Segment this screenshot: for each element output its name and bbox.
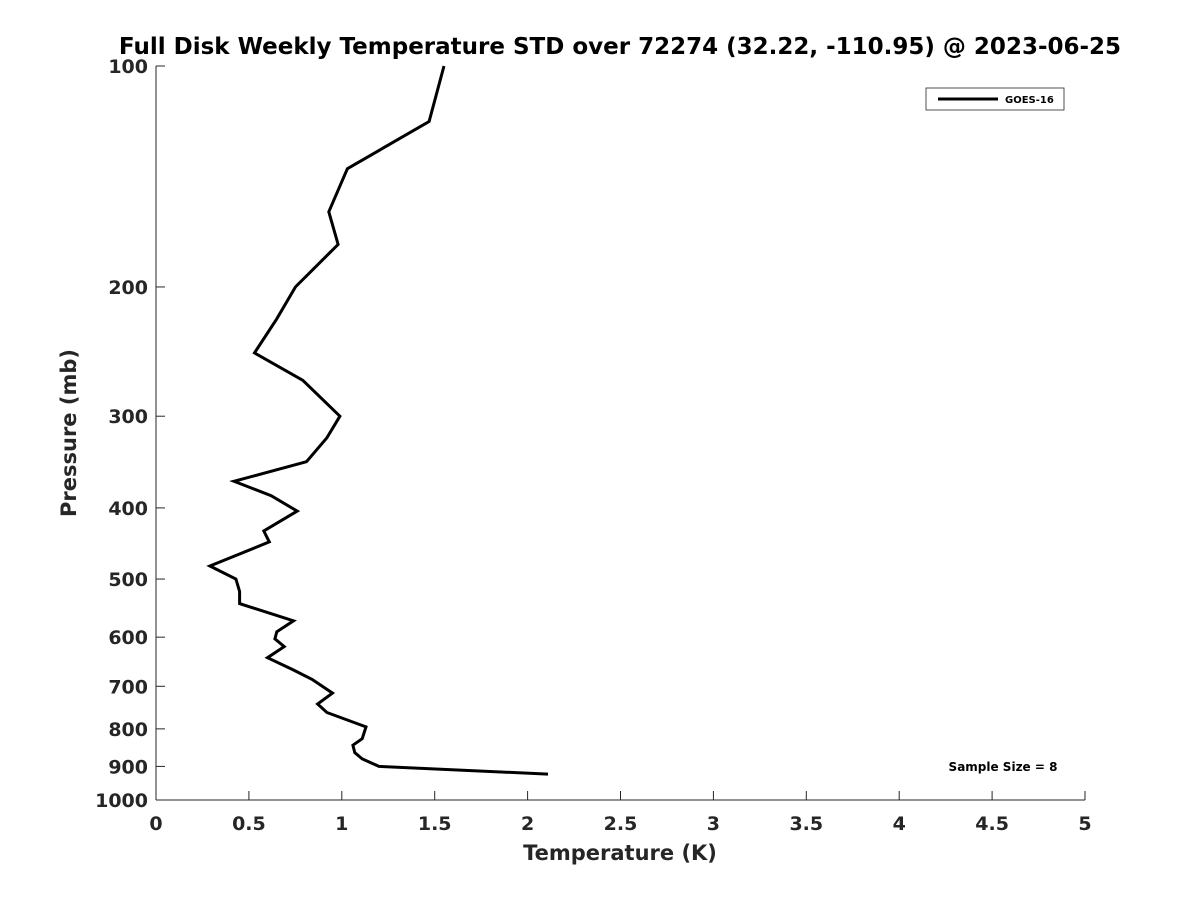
x-tick-label: 5	[1078, 813, 1091, 835]
y-tick-label: 1000	[95, 790, 148, 812]
y-axis-title: Pressure (mb)	[57, 349, 81, 517]
x-axis-title: Temperature (K)	[523, 841, 717, 865]
y-axis-ticks: 100 200 300 400 500 600 700 800 900 1000	[95, 56, 165, 812]
x-tick-label: 0	[149, 813, 162, 835]
y-tick-label: 200	[108, 277, 148, 299]
x-tick-label: 2	[521, 813, 534, 835]
sample-size-annotation: Sample Size = 8	[949, 760, 1058, 774]
x-tick-label: 4.5	[975, 813, 1009, 835]
legend-label-goes-16: GOES-16	[1005, 95, 1054, 106]
x-tick-label: 3	[707, 813, 720, 835]
legend: GOES-16	[925, 87, 1065, 111]
y-tick-label: 800	[108, 719, 148, 741]
y-tick-label: 100	[108, 56, 148, 78]
y-tick-label: 300	[108, 406, 148, 428]
chart-title: Full Disk Weekly Temperature STD over 72…	[119, 34, 1121, 60]
series-layer	[206, 65, 549, 776]
y-tick-label: 600	[108, 627, 148, 649]
x-tick-label: 1.5	[418, 813, 452, 835]
x-axis-ticks: 0 0.5 1 1.5 2 2.5 3 3.5 4 4.5 5	[149, 791, 1092, 835]
x-tick-label: 0.5	[232, 813, 266, 835]
x-tick-label: 4	[893, 813, 906, 835]
x-tick-label: 2.5	[604, 813, 638, 835]
y-tick-label: 400	[108, 498, 148, 520]
y-tick-label: 700	[108, 676, 148, 698]
x-tick-label: 3.5	[789, 813, 823, 835]
y-tick-label: 900	[108, 756, 148, 778]
y-tick-label: 500	[108, 569, 148, 591]
x-tick-label: 1	[335, 813, 348, 835]
series-line-goes-16	[206, 65, 549, 776]
